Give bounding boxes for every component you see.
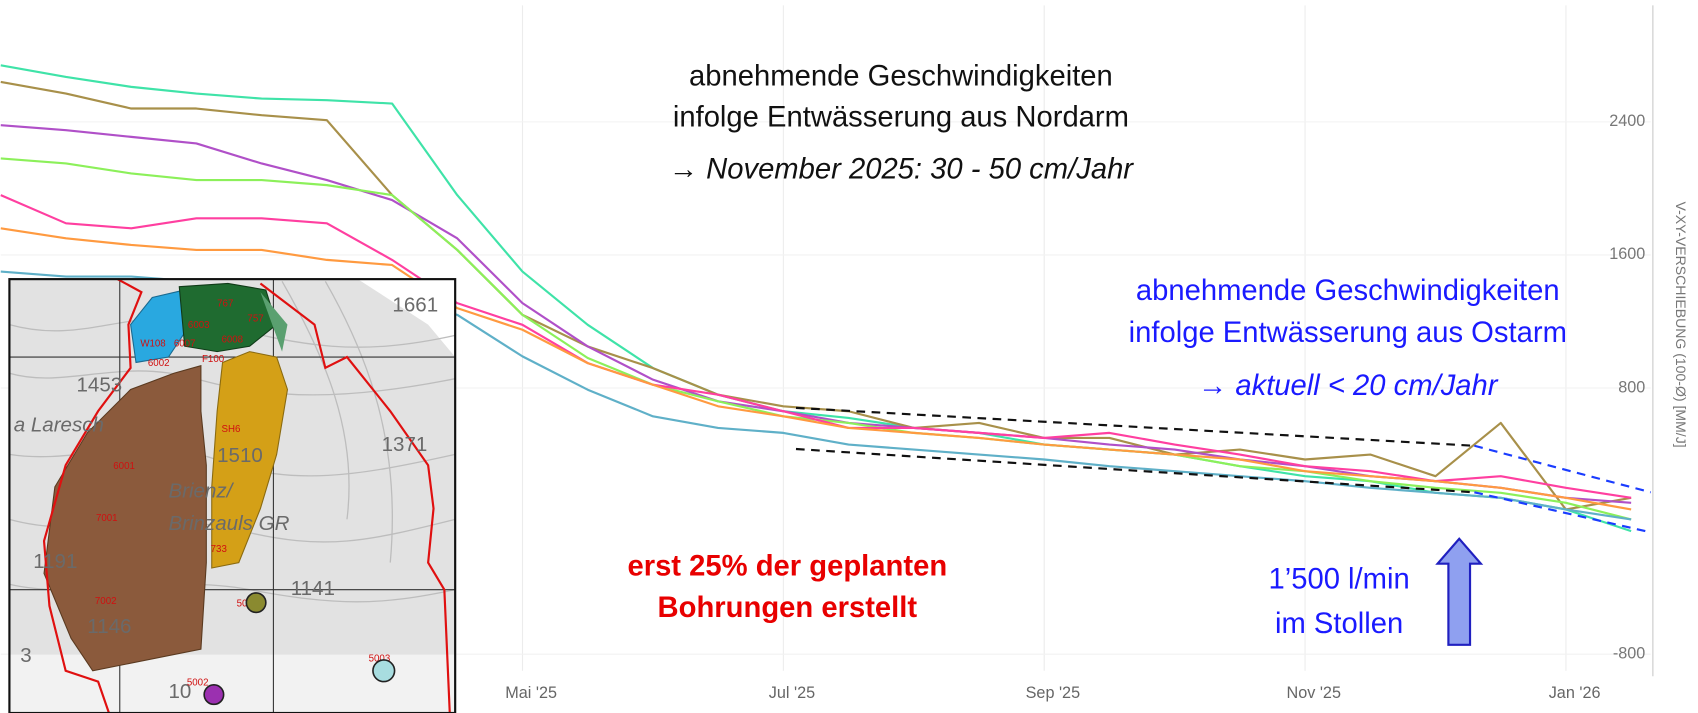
- x-tick-label: Mai '25: [505, 684, 557, 702]
- y-axis-title: V-XY-VERSCHIEBUNG (100-Ø) [MM/J]: [1673, 202, 1689, 448]
- y-tick-label: 1600: [1609, 245, 1645, 263]
- place-label: Brienz/: [168, 480, 234, 503]
- point-label: 767: [217, 299, 233, 310]
- annotation: 1’500 l/min: [1269, 564, 1410, 596]
- station-marker: [246, 593, 265, 612]
- place-label: 1371: [382, 433, 428, 456]
- annotation: abnehmende Geschwindigkeiten: [1136, 275, 1560, 307]
- x-tick-label: Sep '25: [1026, 684, 1081, 702]
- map-inset: 1661 1453 a Laresch 1510 Brienz/ Brinzau…: [9, 279, 455, 713]
- annotation: → aktuell < 20 cm/Jahr: [1198, 370, 1499, 402]
- annotation: Bohrungen erstellt: [658, 592, 918, 624]
- point-label: 7001: [96, 513, 118, 524]
- annotation: infolge Entwässerung aus Nordarm: [673, 102, 1129, 134]
- point-label: 733: [211, 544, 227, 555]
- point-label: 7002: [95, 596, 117, 607]
- place-label: 1146: [87, 615, 131, 638]
- x-tick-label: Jan '26: [1549, 684, 1601, 702]
- place-label: 1191: [33, 550, 77, 573]
- annotation: → November 2025: 30 - 50 cm/Jahr: [669, 154, 1134, 186]
- point-label: 5002: [187, 677, 209, 688]
- point-label: 6001: [113, 461, 135, 472]
- point-label: 6008: [221, 334, 243, 345]
- place-label: Brinzauls GR: [168, 512, 289, 535]
- y-tick-label: -800: [1613, 644, 1645, 662]
- point-label: 6002: [148, 358, 170, 369]
- x-tick-label: Nov '25: [1286, 684, 1340, 702]
- point-label: 6007: [174, 339, 196, 350]
- station-marker: [373, 660, 395, 682]
- point-label: 757: [247, 314, 263, 325]
- chart: V-XY-VERSCHIEBUNG (100-Ø) [MM/J] 1661 14: [0, 0, 1698, 713]
- point-label: W108: [140, 339, 165, 350]
- annotation: abnehmende Geschwindigkeiten: [689, 61, 1113, 93]
- page: V-XY-VERSCHIEBUNG (100-Ø) [MM/J] 1661 14: [0, 0, 1698, 713]
- x-tick-label: Jul '25: [769, 684, 815, 702]
- point-label: F100: [202, 354, 225, 365]
- place-label: a Laresch: [14, 414, 104, 437]
- place-label: 1141: [291, 577, 335, 600]
- annotation: im Stollen: [1275, 608, 1403, 640]
- place-label: 1453: [76, 374, 122, 397]
- point-label: 6003: [188, 320, 210, 331]
- place-label: 1510: [217, 444, 263, 467]
- annotation: erst 25% der geplanten: [627, 551, 947, 583]
- y-tick-label: 800: [1618, 378, 1645, 396]
- station-marker: [204, 685, 223, 704]
- place-label: 3: [20, 644, 31, 667]
- place-label: 1661: [392, 294, 438, 317]
- annotation: infolge Entwässerung aus Ostarm: [1129, 317, 1567, 349]
- y-tick-label: 2400: [1609, 112, 1645, 130]
- point-label: SH6: [221, 424, 240, 435]
